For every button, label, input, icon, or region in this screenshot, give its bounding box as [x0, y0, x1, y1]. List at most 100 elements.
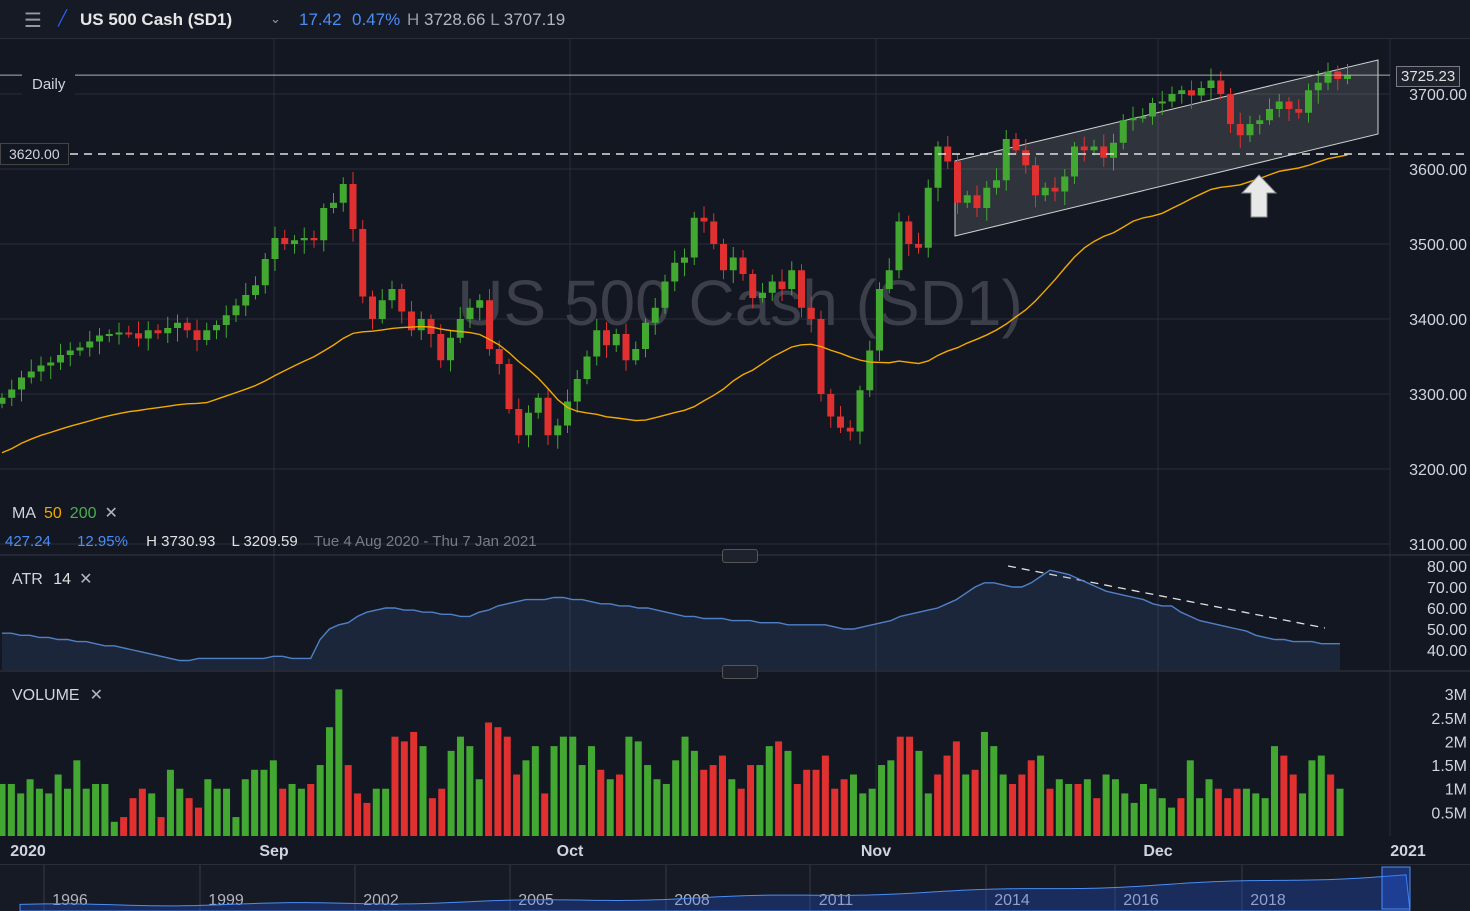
volume-bar — [92, 783, 100, 836]
volume-bar — [447, 750, 455, 836]
candle — [593, 319, 601, 366]
candle-body — [1012, 139, 1020, 151]
navigator-chart[interactable]: 199619992002200520082011201420162018 — [0, 865, 1470, 911]
volume-bar — [1102, 774, 1110, 836]
pane-resize-handle[interactable] — [722, 549, 758, 563]
volume-bar — [1261, 798, 1269, 836]
candle — [690, 211, 698, 265]
candle — [378, 289, 386, 324]
atr-area — [1, 570, 1340, 670]
volume-bar — [859, 793, 867, 836]
atr-tick-label: 50.00 — [1427, 622, 1467, 639]
candle — [125, 325, 133, 338]
price-chart[interactable]: US 500 Cash (SD1) 3100.003200.003300.003… — [0, 0, 1470, 864]
candle — [525, 405, 532, 448]
atr-period: 14 — [53, 571, 72, 588]
candle-body — [534, 397, 542, 413]
volume-bar — [185, 798, 193, 836]
channel-shape — [954, 59, 1379, 237]
candle — [86, 331, 94, 357]
candle — [437, 324, 445, 368]
candle-body — [408, 311, 415, 331]
candle-body — [0, 397, 6, 404]
volume-bar — [1140, 783, 1148, 836]
range-dates: Tue 4 Aug 2020 - Thu 7 Jan 2021 — [313, 533, 537, 550]
candle-body — [1227, 94, 1234, 124]
interval-label[interactable]: Daily — [22, 74, 76, 95]
candle — [310, 230, 318, 248]
candle-body — [447, 337, 454, 361]
candle — [866, 340, 874, 397]
volume-bar — [1083, 779, 1091, 836]
volume-bar — [653, 779, 661, 836]
volume-bar — [868, 788, 876, 836]
volume-bar — [428, 798, 436, 836]
candle-body — [1285, 101, 1293, 109]
candle-body — [486, 300, 493, 349]
volume-bar — [456, 736, 464, 836]
candle — [1188, 80, 1195, 109]
candle — [710, 213, 718, 250]
candle-body — [476, 300, 484, 308]
arrow-up-icon — [1240, 174, 1278, 218]
candle — [1139, 108, 1147, 123]
candle-body — [807, 307, 815, 319]
candle — [544, 388, 552, 445]
candle-body — [564, 401, 571, 426]
candle — [895, 212, 903, 279]
atr-close-icon[interactable]: ✕ — [79, 571, 93, 588]
candle — [203, 322, 211, 346]
candle — [885, 258, 893, 294]
candle — [281, 229, 289, 250]
candle — [905, 215, 913, 256]
volume-bar — [204, 779, 212, 836]
volume-bar — [391, 736, 399, 836]
navigator-bar[interactable]: 199619992002200520082011201420162018 — [0, 864, 1470, 911]
range-change-percent: 12.95% — [77, 533, 128, 550]
volume-bar — [634, 741, 642, 836]
candle — [388, 280, 396, 309]
volume-bar — [1093, 798, 1101, 836]
candle-body — [778, 281, 786, 289]
ma-close-icon[interactable]: ✕ — [104, 505, 118, 522]
candle — [749, 269, 757, 309]
candle — [564, 389, 571, 433]
candle — [642, 318, 649, 358]
ma-legend: MA 50 200 ✕ — [12, 503, 118, 523]
candle-body — [1100, 146, 1108, 158]
candle — [398, 283, 406, 324]
pen-icon[interactable]: ╱ — [58, 10, 68, 27]
chevron-down-icon[interactable]: ⌄ — [270, 11, 281, 26]
atr-tick-label: 70.00 — [1427, 580, 1467, 597]
volume-bar — [120, 817, 128, 836]
volume-close-icon[interactable]: ✕ — [89, 687, 103, 704]
range-change: 427.24 — [5, 533, 51, 550]
candle — [573, 370, 581, 413]
atr-line — [1, 569, 1340, 662]
pane-resize-handle[interactable] — [722, 665, 758, 679]
hamburger-menu-icon[interactable]: ☰ — [24, 10, 42, 32]
volume-tick-label: 2M — [1445, 734, 1467, 751]
symbol-name[interactable]: US 500 Cash (SD1) — [80, 10, 233, 29]
volume-bar — [241, 779, 249, 836]
volume-bar — [943, 755, 951, 836]
candle — [1305, 83, 1312, 123]
candle — [1178, 85, 1186, 104]
candle — [924, 179, 932, 258]
x-tick-label: 2021 — [1390, 843, 1426, 860]
volume-bar — [1018, 774, 1026, 836]
candle — [963, 190, 971, 208]
candle — [876, 282, 883, 361]
candle-body — [525, 412, 532, 436]
candle-body — [720, 244, 727, 271]
horizontal-line-label[interactable]: 3620.00 — [0, 143, 69, 165]
candle — [1080, 136, 1088, 162]
nav-area — [19, 874, 1411, 911]
candle — [798, 264, 805, 318]
candle — [983, 181, 991, 221]
volume-bar — [17, 793, 25, 836]
candle — [232, 298, 240, 322]
volume-bar — [148, 793, 156, 836]
candle-body — [213, 325, 220, 331]
candle — [768, 274, 776, 301]
